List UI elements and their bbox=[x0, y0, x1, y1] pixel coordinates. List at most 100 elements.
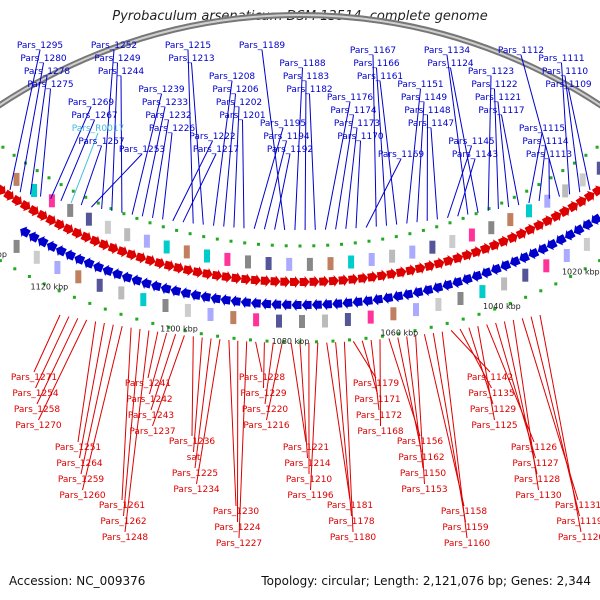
forward-gene bbox=[20, 226, 31, 238]
inner-tick bbox=[421, 228, 425, 232]
reverse-arrow bbox=[533, 219, 544, 231]
leader-line-top bbox=[50, 106, 92, 199]
reverse-arrow bbox=[250, 274, 261, 287]
function-box-inner bbox=[85, 212, 92, 226]
gene-label-top: Pars_1151 bbox=[397, 80, 443, 90]
reverse-gene bbox=[173, 262, 184, 274]
forward-gene bbox=[93, 261, 104, 273]
gene-label-bottom: Pars_1162 bbox=[398, 453, 444, 463]
forward-gene bbox=[37, 236, 49, 248]
leader-line-top bbox=[564, 75, 581, 193]
scale-tick bbox=[249, 338, 252, 342]
scale-tick bbox=[232, 336, 236, 340]
reverse-arrow bbox=[541, 215, 553, 227]
forward-gene bbox=[471, 270, 483, 282]
gene-label-top: Pars_1226 bbox=[149, 124, 196, 134]
gene-label-top: Pars_1117 bbox=[478, 106, 524, 116]
scale-label: 1100 kbp bbox=[160, 325, 198, 334]
scale-tick bbox=[183, 329, 187, 333]
reverse-gene bbox=[319, 275, 330, 288]
scale-tick bbox=[27, 275, 31, 278]
gene-label-top: Pars_1161 bbox=[357, 72, 403, 82]
leader-line-bottom bbox=[406, 336, 424, 469]
leader-line-bottom bbox=[361, 340, 378, 395]
forward-arrow bbox=[452, 276, 463, 289]
forward-arrow bbox=[190, 289, 202, 301]
inner-tick bbox=[47, 176, 51, 180]
forward-gene bbox=[528, 247, 540, 260]
reverse-arrow bbox=[367, 271, 378, 283]
gene-label-top: Pars_1192 bbox=[267, 145, 313, 155]
forward-gene bbox=[28, 231, 40, 243]
gene-label-bottom: Pars_1243 bbox=[128, 411, 174, 421]
reverse-gene bbox=[348, 273, 359, 286]
gene-label-bottom: Pars_1260 bbox=[59, 491, 106, 501]
reverse-gene bbox=[424, 260, 435, 272]
gene-label-top: Pars_1208 bbox=[209, 72, 256, 82]
reverse-arrow bbox=[348, 273, 359, 286]
reverse-gene bbox=[433, 257, 445, 270]
gene-label-top: Pars_1183 bbox=[283, 72, 329, 82]
reverse-arrow bbox=[338, 274, 349, 287]
forward-gene bbox=[74, 253, 86, 265]
reverse-gene bbox=[80, 231, 92, 243]
forward-gene bbox=[271, 298, 282, 311]
function-box-inner bbox=[468, 228, 475, 242]
leader-line-top bbox=[172, 140, 213, 222]
leader-line-top bbox=[345, 127, 358, 229]
reverse-gene bbox=[270, 275, 281, 288]
inner-tick bbox=[257, 242, 260, 246]
leader-line-top bbox=[487, 75, 492, 211]
gene-label-bottom: Pars_1178 bbox=[328, 517, 375, 527]
gene-label-bottom: Pars_1128 bbox=[514, 475, 561, 485]
leader-line-top bbox=[457, 158, 476, 217]
gene-label-top: Pars_1253 bbox=[119, 145, 165, 155]
leader-line-top bbox=[152, 119, 169, 218]
gene-label-bottom: Pars_1242 bbox=[126, 395, 172, 405]
scale-tick bbox=[167, 325, 171, 329]
forward-arrow bbox=[432, 281, 444, 294]
leader-line-bottom bbox=[290, 342, 307, 443]
reverse-arrow bbox=[515, 228, 527, 240]
scale-tick bbox=[13, 267, 17, 271]
leader-line-bottom bbox=[335, 342, 352, 517]
function-box-outer bbox=[543, 259, 550, 273]
genome-summary: Topology: circular; Length: 2,121,076 bp… bbox=[261, 574, 591, 588]
forward-arrow bbox=[481, 267, 493, 279]
scale-tick bbox=[364, 336, 368, 340]
scale-tick bbox=[445, 321, 449, 325]
scale-tick bbox=[508, 301, 512, 305]
gene-label-bottom: Pars_1228 bbox=[239, 373, 286, 383]
forward-gene bbox=[490, 263, 502, 275]
function-box-outer bbox=[299, 315, 305, 328]
reverse-gene bbox=[583, 190, 595, 202]
leader-line-top bbox=[528, 132, 543, 204]
leader-line-bottom bbox=[123, 328, 141, 517]
gene-label-bottom: Pars_1258 bbox=[14, 405, 61, 415]
leader-line-top bbox=[60, 119, 95, 202]
leader-line-top bbox=[355, 140, 361, 229]
reverse-gene bbox=[240, 273, 252, 286]
forward-gene bbox=[352, 296, 363, 308]
leader-line-bottom bbox=[33, 314, 61, 373]
forward-arrow bbox=[471, 270, 483, 282]
leader-line-bottom bbox=[264, 342, 274, 405]
gene-label-top: Pars_1147 bbox=[408, 119, 454, 129]
forward-arrow bbox=[93, 261, 104, 273]
gene-label-top: Pars_1182 bbox=[286, 85, 332, 95]
reverse-gene bbox=[202, 268, 213, 280]
gene-label-bottom: Pars_1251 bbox=[55, 443, 101, 453]
reverse-arrow bbox=[182, 264, 194, 277]
reverse-arrow bbox=[289, 275, 300, 288]
gene-label-top: Pars_R0017 bbox=[72, 124, 125, 134]
gene-label-bottom: Pars_1129 bbox=[470, 405, 517, 415]
reverse-gene bbox=[367, 271, 378, 283]
leader-line-bottom bbox=[450, 330, 491, 373]
forward-arrow bbox=[121, 271, 133, 283]
gene-label-top: Pars_1206 bbox=[212, 85, 259, 95]
leader-line-bottom bbox=[147, 331, 159, 379]
leader-line-bottom bbox=[441, 331, 468, 539]
forward-gene bbox=[362, 294, 373, 307]
gene-label-top: Pars_1269 bbox=[68, 98, 115, 108]
forward-arrow bbox=[102, 264, 114, 277]
